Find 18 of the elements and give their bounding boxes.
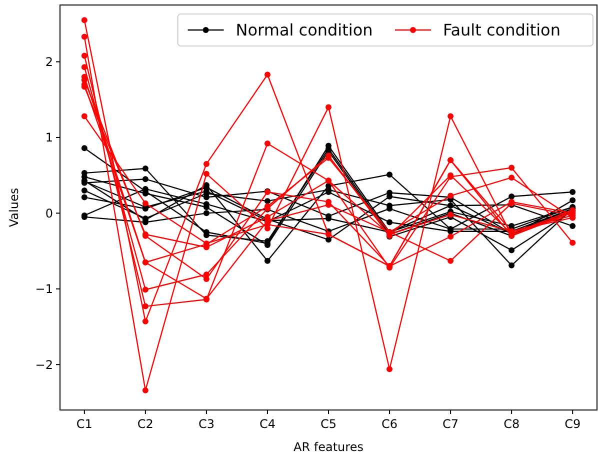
x-tick-label: C3 [198,417,214,431]
x-tick-label: C6 [382,417,398,431]
y-axis-title: Values [7,188,21,228]
y-tick-label: −1 [35,282,53,296]
x-tick-label: C4 [259,417,276,431]
x-tick-label: C9 [564,417,581,431]
x-tick-label: C2 [137,417,154,431]
y-tick-label: 0 [45,206,53,220]
x-tick-label: C1 [76,417,92,431]
y-tick-label: 2 [45,54,53,69]
y-tick-label: 1 [45,130,53,145]
x-tick-label: C7 [442,417,459,431]
y-tick-label: −2 [35,358,53,372]
legend-label: Fault condition [443,20,560,40]
x-tick-label: C5 [320,417,337,431]
x-tick-label: C8 [504,417,520,431]
x-axis-title: AR features [294,440,364,454]
legend-label: Normal condition [236,20,373,40]
